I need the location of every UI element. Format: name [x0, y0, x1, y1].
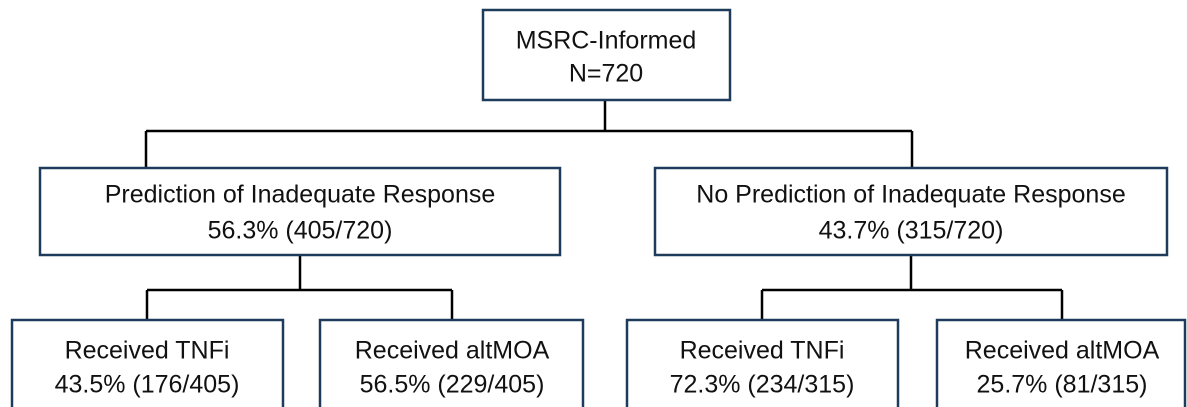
node-label: Received TNFi [65, 337, 230, 365]
node-stat: 43.7% (315/720) [819, 217, 1004, 245]
node-box [38, 166, 562, 257]
root-box [481, 8, 732, 102]
node-label: No Prediction of Inadequate Response [696, 181, 1125, 209]
node-stat: 25.7% (81/315) [977, 371, 1148, 399]
node-box [10, 318, 285, 407]
node-stat: 56.3% (405/720) [208, 217, 393, 245]
node-stat: 72.3% (234/315) [670, 371, 855, 399]
node-box [625, 318, 900, 407]
node-label: Received altMOA [965, 337, 1160, 365]
connector [145, 255, 454, 320]
node-stat: 56.5% (229/405) [360, 371, 545, 399]
node-label: Prediction of Inadequate Response [105, 181, 496, 209]
root-label: MSRC-Informed [516, 27, 697, 55]
connector [760, 255, 1064, 320]
node-box [318, 318, 585, 407]
node-box [935, 318, 1187, 407]
node-label: Received altMOA [355, 337, 550, 365]
node-stat: 43.5% (176/405) [55, 371, 240, 399]
root-stat: N=720 [569, 60, 643, 88]
node-box [653, 166, 1169, 257]
node-label: Received TNFi [680, 337, 845, 365]
connector [144, 100, 914, 168]
